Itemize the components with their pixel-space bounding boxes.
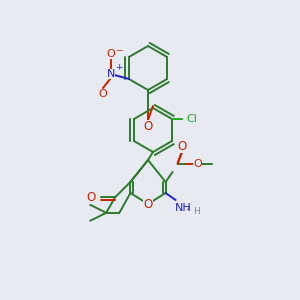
Text: O: O — [143, 119, 153, 133]
Text: −: − — [115, 46, 123, 55]
Text: +: + — [115, 64, 123, 73]
Text: O: O — [193, 159, 202, 169]
Text: NH: NH — [175, 203, 192, 213]
Text: O: O — [143, 197, 153, 211]
Text: O: O — [99, 89, 107, 99]
Text: O: O — [177, 140, 186, 152]
Text: O: O — [106, 49, 115, 59]
Text: O: O — [86, 191, 96, 204]
Text: H: H — [193, 208, 200, 217]
Text: ₂: ₂ — [187, 203, 190, 212]
Text: N: N — [107, 69, 115, 79]
Text: Cl: Cl — [187, 114, 197, 124]
